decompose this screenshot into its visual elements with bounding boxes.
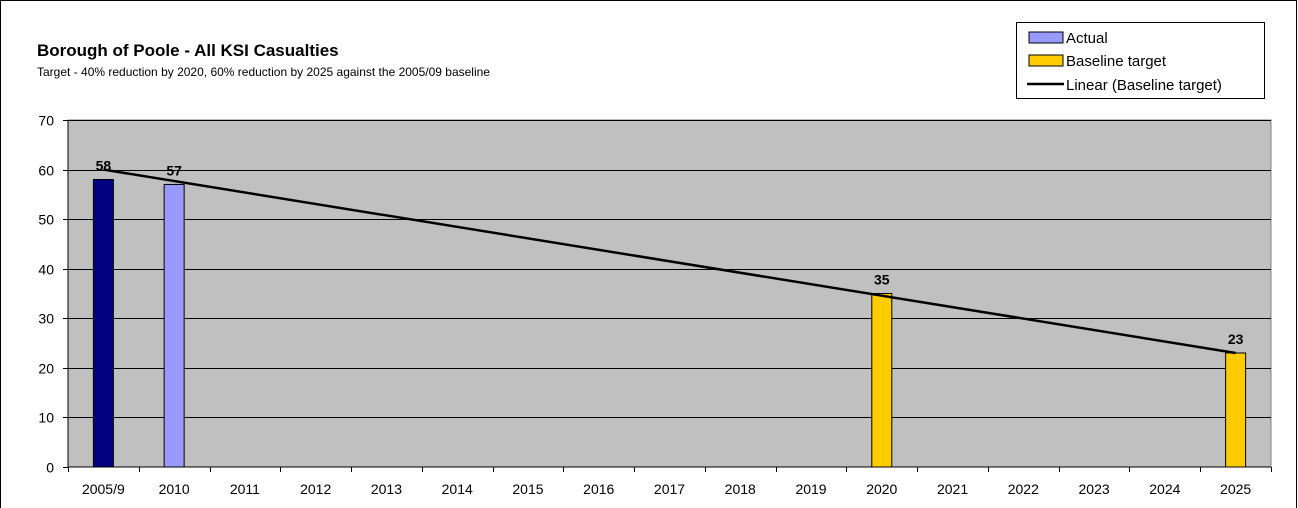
y-axis-ticks: 0 10 20 30 40 50 60 70	[38, 113, 68, 476]
bar	[163, 183, 185, 468]
x-tick-label: 2025	[1220, 481, 1251, 497]
x-tick-label: 2020	[866, 481, 897, 497]
bars	[92, 178, 1247, 468]
y-tick-label: 0	[46, 460, 54, 476]
x-tick-label: 2011	[230, 481, 260, 497]
y-tick-label: 60	[38, 163, 54, 179]
x-tick-label: 2005/9	[82, 481, 125, 497]
data-label: 23	[1228, 331, 1244, 347]
trendline	[103, 168, 1236, 355]
legend-swatch-actual	[1028, 31, 1064, 44]
legend-label-linear: Linear (Baseline target)	[1066, 77, 1222, 94]
chart-title: Borough of Poole - All KSI Casualties	[37, 41, 339, 60]
x-tick-label: 2022	[1008, 481, 1039, 497]
x-tick-label: 2019	[795, 481, 826, 497]
x-tick-label: 2015	[512, 481, 543, 497]
legend-swatch-baseline-target	[1028, 54, 1064, 67]
bar	[1225, 352, 1247, 468]
legend-label-baseline-target: Baseline target	[1066, 53, 1167, 70]
data-label: 58	[96, 157, 112, 173]
x-tick-label: 2018	[725, 481, 756, 497]
x-tick-label: 2013	[371, 481, 402, 497]
x-tick-label: 2012	[300, 481, 331, 497]
y-tick-label: 30	[38, 311, 54, 327]
x-tick-label: 2024	[1149, 481, 1180, 497]
x-axis-ticks: 2005/9 2010 2011 2012 2013 2014 2015 2016 2017 20…	[68, 467, 1272, 497]
legend: Actual Baseline target Linear (Baseline …	[1016, 22, 1265, 99]
y-tick-label: 20	[38, 361, 54, 377]
trendline-path	[103, 168, 1236, 355]
x-tick-label: 2014	[442, 481, 473, 497]
y-tick-label: 50	[38, 212, 54, 228]
y-tick-label: 10	[38, 410, 54, 426]
y-tick-label: 40	[38, 262, 54, 278]
data-label: 35	[874, 272, 890, 288]
legend-label-actual: Actual	[1066, 30, 1108, 47]
gridlines	[68, 120, 1271, 418]
x-tick-label: 2021	[937, 481, 968, 497]
x-tick-label: 2016	[583, 481, 614, 497]
data-labels: 58 57 35 23	[96, 157, 1244, 347]
plot-area	[67, 119, 1272, 468]
chart-subtitle: Target - 40% reduction by 2020, 60% redu…	[37, 65, 490, 79]
data-label: 57	[166, 162, 182, 178]
x-tick-label: 2017	[654, 481, 685, 497]
x-tick-label: 2010	[159, 481, 190, 497]
bar	[92, 178, 114, 468]
x-tick-label: 2023	[1079, 481, 1110, 497]
y-tick-label: 70	[38, 113, 54, 129]
bar	[871, 293, 893, 468]
